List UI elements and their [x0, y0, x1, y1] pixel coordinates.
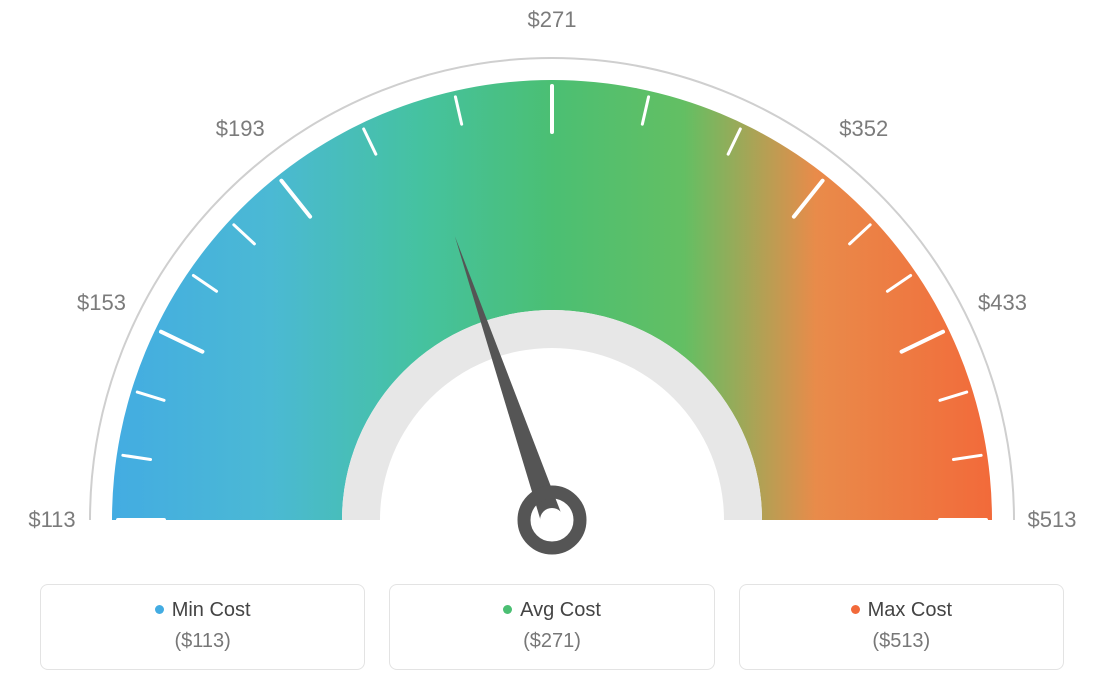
gauge-svg	[0, 0, 1104, 560]
legend-max-label-row: Max Cost	[750, 599, 1053, 622]
legend-avg-label: Avg Cost	[520, 599, 601, 621]
legend-card-avg: Avg Cost ($271)	[389, 584, 714, 670]
legend-avg-value: ($271)	[400, 630, 703, 653]
legend-min-label-row: Min Cost	[51, 599, 354, 622]
gauge-tick-label: $153	[77, 290, 126, 316]
legend-min-label: Min Cost	[172, 599, 251, 621]
legend-card-max: Max Cost ($513)	[739, 584, 1064, 670]
legend-max-value: ($513)	[750, 630, 1053, 653]
dot-icon	[851, 605, 860, 614]
gauge-tick-label: $352	[839, 116, 888, 142]
legend: Min Cost ($113) Avg Cost ($271) Max Cost…	[40, 584, 1064, 670]
cost-gauge: $113 $153 $193 $271 $352 $433 $513	[0, 0, 1104, 560]
legend-avg-label-row: Avg Cost	[400, 599, 703, 622]
legend-max-label: Max Cost	[868, 599, 952, 621]
gauge-tick-label: $113	[28, 507, 75, 533]
legend-min-value: ($113)	[51, 630, 354, 653]
legend-card-min: Min Cost ($113)	[40, 584, 365, 670]
dot-icon	[503, 605, 512, 614]
gauge-tick-label: $433	[978, 290, 1027, 316]
gauge-tick-label: $271	[528, 7, 577, 33]
gauge-tick-label: $513	[1028, 507, 1077, 533]
dot-icon	[155, 605, 164, 614]
gauge-tick-label: $193	[216, 116, 265, 142]
